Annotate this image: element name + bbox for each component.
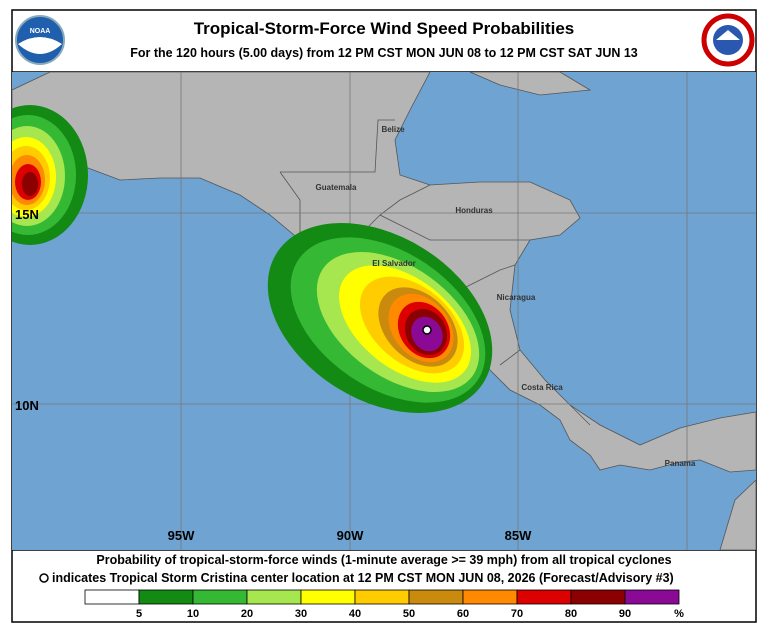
place-label: Honduras <box>455 206 493 215</box>
legend-swatch <box>516 589 572 605</box>
svg-text:NOAA: NOAA <box>30 28 51 35</box>
legend-swatch <box>408 589 464 605</box>
place-label: Panama <box>665 459 696 468</box>
legend-label: 10 <box>187 608 199 620</box>
legend-label: 60 <box>457 608 469 620</box>
longitude-label: 95W <box>168 528 195 543</box>
swath-layer <box>22 172 38 196</box>
place-label: Belize <box>381 125 405 134</box>
legend-unit: % <box>674 608 684 620</box>
legend-label: 90 <box>619 608 631 620</box>
place-label: El Salvador <box>372 259 416 268</box>
longitude-label: 90W <box>337 528 364 543</box>
legend-label: 80 <box>565 608 577 620</box>
title: Tropical-Storm-Force Wind Speed Probabil… <box>194 19 575 38</box>
storm-symbol <box>39 573 49 583</box>
subtitle: For the 120 hours (5.00 days) from 12 PM… <box>130 46 638 60</box>
land <box>12 72 756 473</box>
legend-swatch <box>462 589 518 605</box>
legend-swatch <box>354 589 410 605</box>
map: 15N 10N 95W 90W 85W Belize Guatemala Honduras El… <box>12 72 756 550</box>
cuba <box>469 72 592 96</box>
legend-label: 30 <box>295 608 307 620</box>
legend-swatch <box>624 589 680 605</box>
place-label: Costa Rica <box>521 383 563 392</box>
place-label: Nicaragua <box>497 293 536 302</box>
legend-label: 40 <box>349 608 361 620</box>
legend-swatch <box>192 589 248 605</box>
longitude-label: 85W <box>505 528 532 543</box>
legend-swatch <box>138 589 194 605</box>
latitude-label: 15N <box>15 207 39 222</box>
legend-swatch <box>246 589 302 605</box>
noaa-logo: NOAA <box>15 15 65 65</box>
storm-center <box>422 325 432 335</box>
legend-label: 70 <box>511 608 523 620</box>
legend-swatch <box>84 589 140 605</box>
nws-logo <box>701 13 755 67</box>
colombia <box>719 479 756 550</box>
legend-swatch <box>300 589 356 605</box>
caption: Probability of tropical-storm-force wind… <box>96 553 671 567</box>
legend-label: 20 <box>241 608 253 620</box>
legend-swatch <box>570 589 626 605</box>
legend-label: 5 <box>136 608 142 620</box>
note: indicates Tropical Storm Cristina center… <box>52 571 674 585</box>
place-label: Guatemala <box>316 183 357 192</box>
latitude-label: 10N <box>15 398 39 413</box>
legend-label: 50 <box>403 608 415 620</box>
